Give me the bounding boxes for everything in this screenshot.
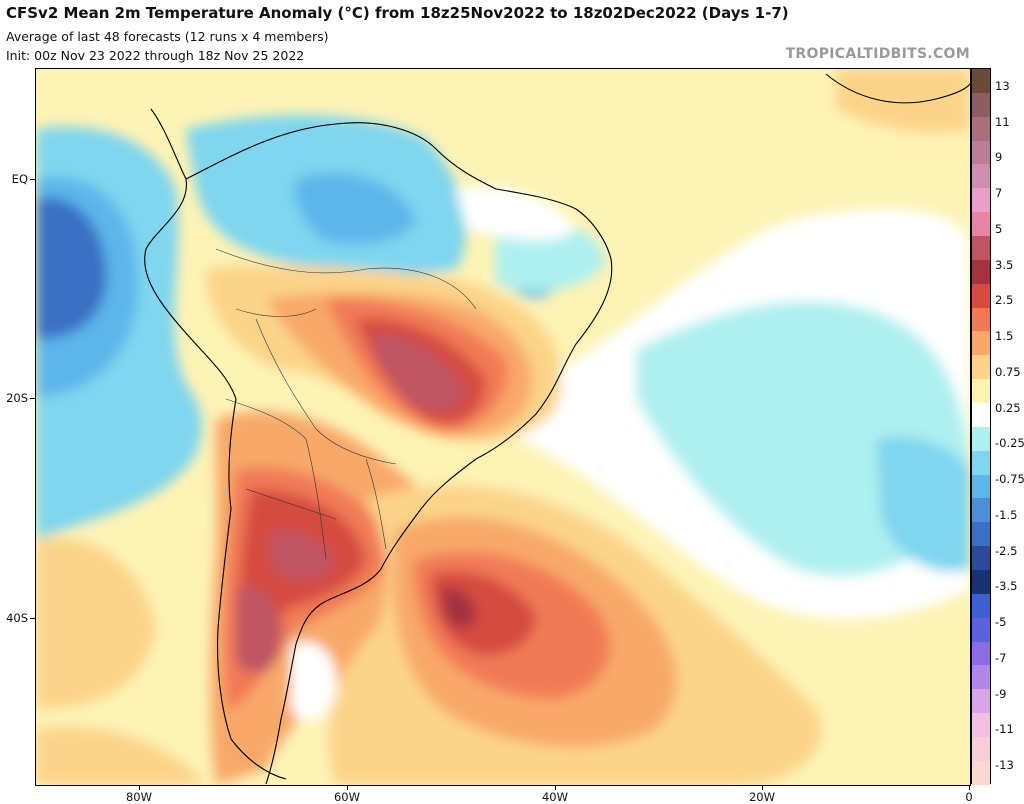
lon-label-80w: 80W (125, 790, 153, 804)
colorbar-label: 5 (995, 221, 1003, 236)
lat-label-eq: EQ (11, 172, 28, 186)
colorbar-label: 13 (995, 79, 1010, 93)
colorbar-segment (972, 379, 990, 404)
lon-tick (555, 785, 556, 790)
colorbar-label: -0.25 (995, 436, 1024, 451)
lon-tick (139, 785, 140, 790)
colorbar-segment (972, 331, 990, 356)
colorbar-segment (972, 593, 990, 618)
anomaly-map (35, 68, 971, 786)
colorbar-label: -9 (995, 686, 1007, 701)
colorbar-segment (972, 426, 990, 451)
lon-label-40w: 40W (541, 790, 569, 804)
colorbar-label: 7 (995, 186, 1003, 201)
colorbar-segment (972, 283, 990, 308)
colorbar-segment (972, 236, 990, 260)
chart-title: CFSv2 Mean 2m Temperature Anomaly (°C) f… (6, 4, 789, 22)
colorbar-segment (972, 713, 990, 738)
colorbar-segment (972, 760, 990, 785)
colorbar-segment (972, 617, 990, 642)
colorbar-segment (972, 164, 990, 189)
lon-label-0: 0 (965, 790, 973, 804)
colorbar-label: -13 (995, 758, 1014, 772)
lat-tick (30, 618, 35, 619)
colorbar-segment (972, 116, 990, 141)
colorbar-label: -3.5 (995, 579, 1018, 594)
colorbar (971, 68, 991, 785)
colorbar-label: 9 (995, 150, 1003, 165)
colorbar-label: -0.75 (995, 472, 1024, 487)
south-atlantic-warm-core (441, 588, 476, 629)
colorbar-segment (972, 522, 990, 547)
lon-label-60w: 60W (333, 790, 361, 804)
coastlines (144, 73, 970, 785)
colorbar-label: 2.5 (995, 293, 1014, 308)
colorbar-label: 11 (995, 114, 1010, 129)
colorbar-segment (972, 737, 990, 761)
colorbar-segment (972, 69, 990, 93)
lon-tick (762, 785, 763, 790)
colorbar-label: -5 (995, 615, 1007, 630)
colorbar-label: 0.25 (995, 400, 1021, 415)
lat-tick (30, 398, 35, 399)
colorbar-segment (972, 546, 990, 571)
lon-tick (969, 785, 970, 790)
colorbar-label: -2.5 (995, 543, 1018, 558)
colorbar-label: 1.5 (995, 329, 1014, 344)
colorbar-segment (972, 450, 990, 475)
colorbar-label: -7 (995, 650, 1007, 665)
colorbar-segment (972, 212, 990, 237)
colorbar-label: -1.5 (995, 507, 1018, 522)
colorbar-segment (972, 188, 990, 213)
colorbar-segment (972, 498, 990, 523)
init-line: Init: 00z Nov 23 2022 through 18z Nov 25… (6, 48, 305, 63)
colorbar-segment (972, 140, 990, 165)
colorbar-segment (972, 474, 990, 499)
colorbar-label: 3.5 (995, 257, 1014, 272)
lat-tick (30, 179, 35, 180)
lat-label-20s: 20S (6, 391, 28, 405)
colorbar-segment (972, 570, 990, 594)
colorbar-label: -11 (995, 722, 1014, 737)
patagonia-warm-core (236, 587, 282, 673)
colorbar-segment (972, 92, 990, 117)
colorbar-label: 0.75 (995, 364, 1021, 379)
west-coast (144, 108, 287, 780)
colorbar-segment (972, 307, 990, 332)
colorbar-segment (972, 259, 990, 284)
lon-label-20w: 20W (748, 790, 776, 804)
colorbar-segment (972, 355, 990, 380)
africa-coast (825, 73, 970, 104)
brand-watermark: TROPICALTIDBITS.COM (785, 46, 970, 62)
chart-subtitle: Average of last 48 forecasts (12 runs x … (6, 29, 329, 44)
brazil-warm-core (371, 333, 466, 413)
lat-label-40s: 40S (6, 611, 28, 625)
colorbar-segment (972, 403, 990, 427)
east-coast (185, 122, 613, 785)
colorbar-segment (972, 665, 990, 690)
lon-tick (347, 785, 348, 790)
colorbar-segment (972, 689, 990, 714)
colorbar-segment (972, 641, 990, 666)
